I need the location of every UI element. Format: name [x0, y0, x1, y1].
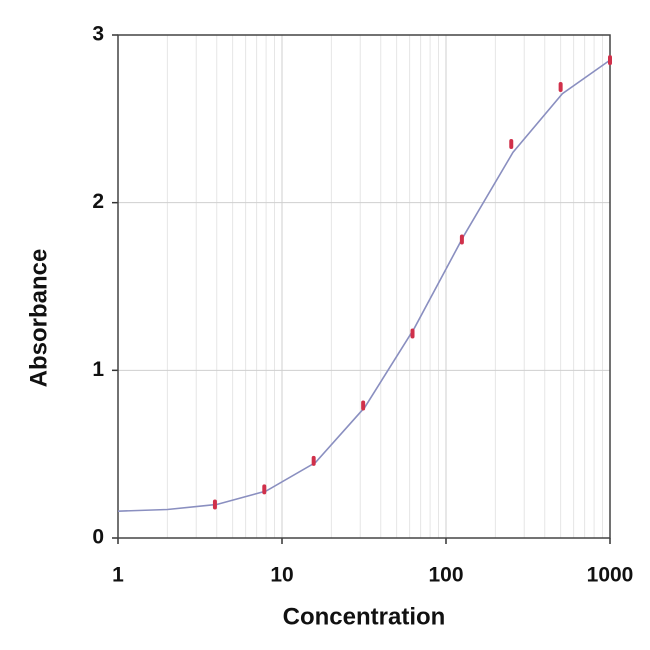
data-point	[311, 455, 316, 466]
x-tick-label: 10	[270, 564, 293, 587]
y-tick-label: 1	[92, 358, 104, 381]
y-tick-label: 0	[92, 526, 104, 549]
data-point	[459, 234, 464, 245]
data-point	[509, 138, 514, 149]
x-tick-label: 100	[428, 564, 463, 587]
y-axis-label: Absorbance	[25, 249, 52, 388]
plot-frame	[117, 34, 611, 539]
data-point	[212, 499, 217, 510]
x-tick-label: 1000	[587, 564, 634, 587]
x-axis-label: Concentration	[283, 603, 446, 630]
y-tick-label: 2	[92, 190, 104, 213]
y-tick-label: 3	[92, 23, 104, 46]
data-point	[361, 400, 366, 411]
fit-curve	[117, 59, 611, 512]
data-point	[558, 81, 563, 92]
data-point	[262, 484, 267, 495]
data-point	[608, 55, 612, 66]
x-tick-label: 1	[112, 564, 124, 587]
data-point	[410, 328, 415, 339]
